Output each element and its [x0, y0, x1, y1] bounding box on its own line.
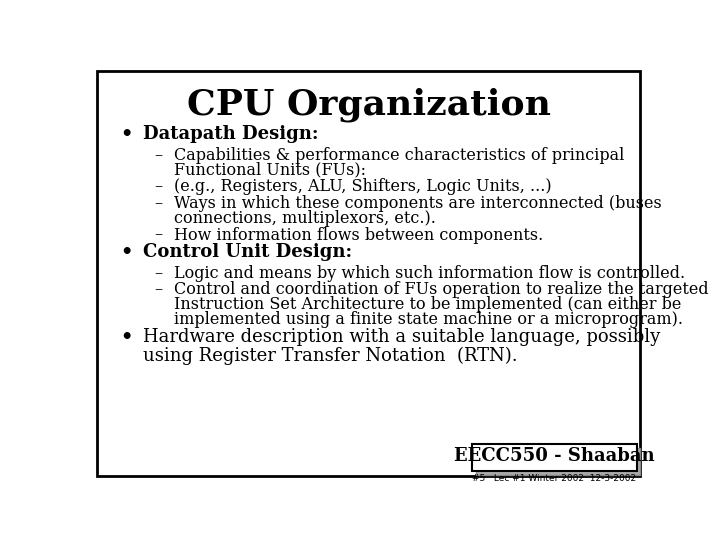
FancyBboxPatch shape [96, 71, 640, 476]
Text: EECC550 - Shaaban: EECC550 - Shaaban [454, 447, 655, 465]
Text: CPU Organization: CPU Organization [187, 87, 551, 122]
Text: –: – [154, 195, 162, 212]
Text: •: • [121, 243, 133, 262]
Text: –: – [154, 227, 162, 244]
Text: Functional Units (FUs):: Functional Units (FUs): [174, 161, 366, 179]
Text: Control and coordination of FUs operation to realize the targeted: Control and coordination of FUs operatio… [174, 281, 708, 299]
Text: Capabilities & performance characteristics of principal: Capabilities & performance characteristi… [174, 147, 624, 164]
Text: Ways in which these components are interconnected (buses: Ways in which these components are inter… [174, 195, 662, 212]
Text: Control Unit Design:: Control Unit Design: [143, 243, 352, 261]
FancyBboxPatch shape [472, 444, 637, 471]
Text: •: • [121, 328, 133, 347]
Text: •: • [121, 125, 133, 144]
Text: Hardware description with a suitable language, possibly: Hardware description with a suitable lan… [143, 328, 660, 346]
FancyBboxPatch shape [476, 448, 640, 475]
Text: –: – [154, 281, 162, 299]
Text: connections, multiplexors, etc.).: connections, multiplexors, etc.). [174, 210, 436, 227]
Text: –: – [154, 147, 162, 164]
Text: implemented using a finite state machine or a microprogram).: implemented using a finite state machine… [174, 312, 683, 328]
Text: (e.g., Registers, ALU, Shifters, Logic Units, ...): (e.g., Registers, ALU, Shifters, Logic U… [174, 178, 552, 195]
Text: Datapath Design:: Datapath Design: [143, 125, 318, 143]
Text: How information flows between components.: How information flows between components… [174, 227, 543, 244]
Text: –: – [154, 265, 162, 282]
Text: using Register Transfer Notation  (RTN).: using Register Transfer Notation (RTN). [143, 346, 518, 364]
Text: #5   Lec #1 Winter 2002  12-3-2002: #5 Lec #1 Winter 2002 12-3-2002 [472, 475, 636, 483]
Text: –: – [154, 178, 162, 195]
Text: Instruction Set Architecture to be implemented (can either be: Instruction Set Architecture to be imple… [174, 296, 681, 313]
Text: Logic and means by which such information flow is controlled.: Logic and means by which such informatio… [174, 265, 685, 282]
